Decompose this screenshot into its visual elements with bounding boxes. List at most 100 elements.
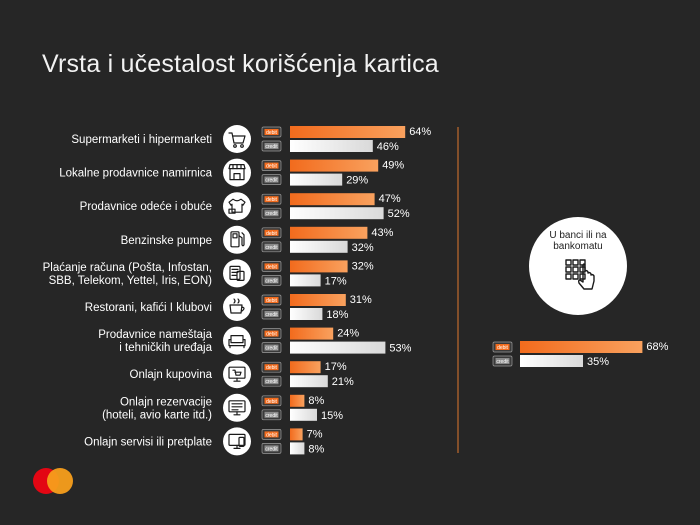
svg-text:credit: credit: [265, 278, 278, 284]
svg-text:debit: debit: [266, 399, 277, 405]
category-icon-circle: [223, 393, 251, 422]
page-title: Vrsta i učestalost korišćenja kartica: [42, 50, 439, 78]
svg-text:credit: credit: [265, 211, 278, 217]
debit-tag: debit: [261, 429, 282, 440]
category-label: Prodavnice odeće i obuće: [80, 201, 212, 213]
credit-tag: credit: [492, 355, 513, 367]
credit-tag: credit: [261, 409, 282, 421]
storefront-icon: [228, 164, 246, 181]
credit-tag: credit: [261, 375, 282, 387]
category-label: Onlajn rezervacije: [120, 396, 212, 408]
row-5-debit-bar: [290, 294, 346, 306]
svg-text:debit: debit: [266, 298, 277, 304]
row-9-debit-value: 7%: [307, 428, 323, 440]
debit-tag: debit: [492, 341, 513, 353]
category-icon-circle: [223, 427, 251, 456]
debit-tag: debit: [261, 328, 282, 339]
atm-credit-value: 35%: [587, 356, 609, 368]
row-0-credit-value: 46%: [377, 141, 399, 153]
svg-text:credit: credit: [265, 346, 278, 352]
row-7-debit-value: 17%: [325, 361, 347, 373]
debit-tag: debit: [261, 126, 282, 138]
svg-text:credit: credit: [496, 359, 509, 365]
category-icon-circle: [223, 360, 251, 389]
row-5-credit-value: 18%: [326, 309, 348, 321]
row-1-credit-value: 29%: [346, 175, 368, 187]
svg-text:debit: debit: [497, 345, 508, 351]
svg-text:debit: debit: [266, 332, 277, 338]
category-icon-circle: [223, 293, 251, 321]
svg-text:credit: credit: [265, 379, 278, 385]
category-icon-circle: [223, 192, 251, 221]
category-label: i tehničkih uređaja: [119, 342, 212, 354]
svg-text:debit: debit: [266, 264, 277, 270]
debit-tag: debit: [261, 261, 282, 272]
row-6-credit-bar: [290, 341, 386, 354]
fuel-pump-icon: [230, 231, 245, 248]
debit-tag: debit: [261, 395, 282, 407]
row-6-debit-value: 24%: [337, 328, 359, 340]
bill-payment-icon: [229, 265, 245, 281]
credit-tag: credit: [261, 140, 282, 152]
category-label: Benzinske pumpe: [121, 235, 212, 247]
category-label: Plaćanje računa (Pošta, Infostan,: [43, 262, 212, 274]
svg-text:credit: credit: [265, 144, 278, 150]
row-3-credit-bar: [290, 240, 348, 253]
svg-text:credit: credit: [265, 413, 278, 419]
row-0-credit-bar: [290, 140, 373, 152]
row-6-debit-bar: [290, 327, 334, 340]
online-booking-icon: [228, 400, 246, 416]
row-7-debit-bar: [290, 361, 321, 374]
row-9-credit-bar: [290, 442, 305, 455]
category-label: (hoteli, avio karte itd.): [102, 409, 212, 421]
credit-tag: credit: [261, 275, 282, 286]
row-0-debit-bar: [290, 126, 406, 138]
shopping-cart-icon: [228, 132, 246, 148]
credit-tag: credit: [261, 308, 282, 320]
category-icon-circle: [223, 158, 251, 187]
atm-credit-bar: [520, 355, 583, 367]
svg-text:debit: debit: [266, 164, 277, 170]
svg-text:credit: credit: [265, 446, 278, 452]
row-1-debit-value: 49%: [382, 160, 404, 172]
sofa-icon: [228, 335, 246, 349]
row-5-debit-value: 31%: [350, 294, 372, 306]
debit-tag: debit: [261, 193, 282, 205]
row-8-credit-value: 15%: [321, 410, 343, 422]
row-3-debit-value: 43%: [371, 227, 393, 239]
row-2-debit-value: 47%: [379, 193, 401, 205]
row-4-credit-value: 17%: [325, 275, 347, 287]
svg-text:debit: debit: [266, 130, 277, 136]
row-9-credit-value: 8%: [308, 443, 324, 455]
row-7-credit-bar: [290, 375, 328, 388]
row-0-debit-value: 64%: [409, 126, 431, 138]
atm-debit-bar: [520, 341, 643, 353]
atm-keypad-icon: [565, 259, 595, 290]
row-7-credit-value: 21%: [332, 376, 354, 388]
atm-label: bankomatu: [553, 241, 602, 252]
svg-text:credit: credit: [265, 178, 278, 184]
atm-label: U banci ili na: [549, 230, 607, 241]
row-8-debit-bar: [290, 394, 305, 407]
credit-tag: credit: [261, 443, 282, 454]
svg-text:credit: credit: [265, 245, 278, 251]
row-4-credit-bar: [290, 274, 321, 287]
row-2-debit-bar: [290, 193, 375, 206]
svg-text:debit: debit: [266, 365, 277, 371]
row-8-debit-value: 8%: [308, 395, 324, 407]
row-1-debit-bar: [290, 159, 379, 172]
debit-tag: debit: [261, 160, 282, 171]
row-9-debit-bar: [290, 428, 303, 441]
row-6-credit-value: 53%: [389, 343, 411, 355]
category-label: Restorani, kafići I klubovi: [85, 302, 212, 314]
category-label: Onlajn servisi ili pretplate: [84, 436, 212, 448]
atm-debit-value: 68%: [646, 341, 668, 353]
row-4-debit-value: 32%: [352, 260, 374, 272]
row-3-debit-bar: [290, 226, 368, 239]
category-label: Onlajn kupovina: [130, 369, 213, 381]
debit-tag: debit: [261, 361, 282, 373]
category-label: Lokalne prodavnice namirnica: [59, 168, 212, 180]
mastercard-logo-icon: [33, 468, 73, 494]
category-icon-circle: [223, 125, 251, 153]
